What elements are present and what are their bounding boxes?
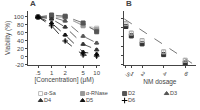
svg-text:.5: .5 (124, 70, 132, 78)
svg-text:D4: D4 (44, 97, 51, 103)
svg-text:2: 2 (140, 70, 146, 77)
svg-text:D6: D6 (128, 97, 135, 103)
svg-text:4: 4 (162, 70, 168, 77)
svg-text:α-RNase: α-RNase (86, 90, 108, 96)
svg-text:10: 10 (93, 70, 100, 76)
svg-text:6: 6 (183, 70, 189, 77)
svg-text:D3: D3 (170, 90, 177, 96)
svg-text:0: 0 (20, 54, 24, 60)
svg-text:-20: -20 (15, 62, 24, 68)
svg-text:NM dosage: NM dosage (143, 78, 177, 86)
svg-text:1: 1 (50, 70, 54, 76)
svg-text:2: 2 (63, 70, 67, 76)
svg-text:5: 5 (81, 70, 85, 76)
svg-text:80: 80 (17, 22, 24, 28)
svg-text:100: 100 (14, 14, 25, 20)
svg-text:D2: D2 (128, 90, 135, 96)
svg-text:60: 60 (17, 30, 24, 36)
svg-text:1: 1 (129, 70, 135, 77)
svg-text:B: B (126, 0, 132, 8)
svg-text:A: A (30, 0, 36, 8)
svg-text:[Concentration] (μM): [Concentration] (μM) (34, 76, 93, 84)
svg-text:Viability (%): Viability (%) (4, 21, 12, 55)
svg-text:40: 40 (17, 38, 24, 44)
svg-text:α-Sa: α-Sa (44, 90, 57, 96)
svg-text:.5: .5 (35, 70, 41, 76)
svg-text:20: 20 (17, 46, 24, 52)
svg-text:D5: D5 (86, 97, 93, 103)
